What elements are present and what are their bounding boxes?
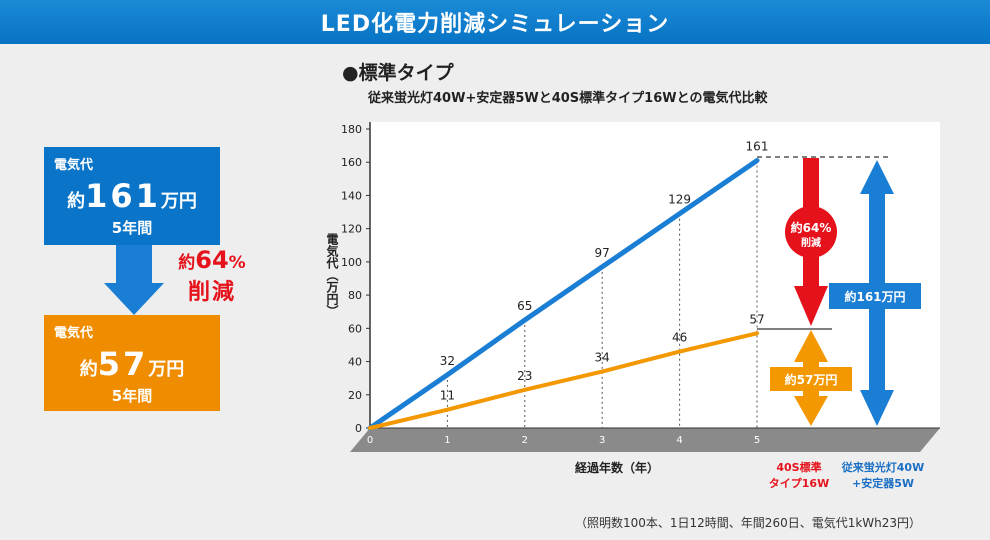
data-label-old: 161 <box>746 140 769 154</box>
y-tick-label: 180 <box>341 123 362 136</box>
y-axis-label: 電気代（万円） <box>325 233 339 317</box>
old-cost-prefix: 約 <box>67 191 86 212</box>
y-tick-label: 60 <box>348 322 362 335</box>
data-label-old: 32 <box>440 354 455 368</box>
page-title-banner: LED化電力削減シミュレーション <box>0 0 990 44</box>
led-total-arrow-icon <box>770 330 852 426</box>
series-line-led <box>368 331 759 430</box>
data-label-led: 34 <box>595 351 610 365</box>
led-cost-number: 57 <box>97 345 149 383</box>
y-tick-label: 40 <box>348 356 362 369</box>
reduction-arrow-icon <box>785 158 837 326</box>
down-arrow-icon <box>104 245 164 315</box>
x-tick-label: 0 <box>367 435 373 446</box>
y-tick-label: 100 <box>341 256 362 269</box>
data-label-old: 97 <box>595 246 610 260</box>
data-label-old: 129 <box>668 193 691 207</box>
data-label-led: 23 <box>517 369 532 383</box>
x-tick-label: 1 <box>444 435 450 446</box>
chart-back-wall <box>370 122 940 428</box>
led-cost-unit: 万円 <box>148 359 185 380</box>
series-line-old <box>367 158 760 431</box>
y-tick-label: 160 <box>341 156 362 169</box>
reduction-word: 削減 <box>187 280 236 305</box>
led-cost-label: 電気代 <box>54 326 94 341</box>
section-title: ●標準タイプ <box>342 62 454 84</box>
old-cost-label: 電気代 <box>54 158 94 173</box>
legend-led-line1: 40S標準 <box>776 460 821 474</box>
reduction-prefix: 約 <box>178 253 196 273</box>
reduction-circle-line2: 削減 <box>801 236 821 249</box>
legend-led-line2: タイプ16W <box>769 476 829 490</box>
y-tick-label: 120 <box>341 223 362 236</box>
chart-floor <box>350 428 940 452</box>
x-tick-label: 2 <box>522 435 528 446</box>
legend-old-line2: +安定器5W <box>852 476 914 490</box>
old-cost-number: 161 <box>85 177 161 215</box>
y-tick-label: 0 <box>355 422 362 435</box>
old-cost-box: 電気代 約161万円 5年間 <box>44 147 220 245</box>
data-label-led: 57 <box>749 312 764 326</box>
x-tick-label: 4 <box>676 435 682 446</box>
y-tick-label: 140 <box>341 189 362 202</box>
reduction-circle-line1: 約64% <box>791 220 832 235</box>
legend-old-line1: 従来蛍光灯40W <box>841 460 924 474</box>
y-tick-label: 20 <box>348 389 362 402</box>
old-cost-period: 5年間 <box>111 219 153 237</box>
old-total-label: 約161万円 <box>844 289 905 304</box>
led-cost-prefix: 約 <box>79 359 98 380</box>
old-cost-unit: 万円 <box>160 191 197 212</box>
x-axis-label: 経過年数（年） <box>575 460 659 475</box>
led-total-label: 約57万円 <box>785 372 838 387</box>
reduction-value: 64 <box>195 246 229 274</box>
y-tick-label: 80 <box>348 289 362 302</box>
reduction-suffix: % <box>228 253 246 273</box>
led-cost-period: 5年間 <box>111 387 153 405</box>
old-total-arrow-icon <box>829 160 921 426</box>
data-label-led: 46 <box>672 331 687 345</box>
x-tick-label: 3 <box>599 435 605 446</box>
footnote: （照明数100本、1日12時間、年間260日、電気代1kWh23円） <box>575 516 922 530</box>
led-cost-box: 電気代 約57万円 5年間 <box>44 315 220 411</box>
section-subtitle: 従来蛍光灯40W+安定器5Wと40S標準タイプ16Wとの電気代比較 <box>368 91 768 106</box>
old-cost-amount: 約161万円 <box>44 177 220 215</box>
x-tick-label: 5 <box>754 435 760 446</box>
data-label-led: 11 <box>440 389 455 403</box>
led-cost-amount: 約57万円 <box>44 345 220 383</box>
page-title: LED化電力削減シミュレーション <box>320 12 670 37</box>
data-label-old: 65 <box>517 299 532 313</box>
reduction-callout: 約64% 削減 <box>152 246 272 306</box>
